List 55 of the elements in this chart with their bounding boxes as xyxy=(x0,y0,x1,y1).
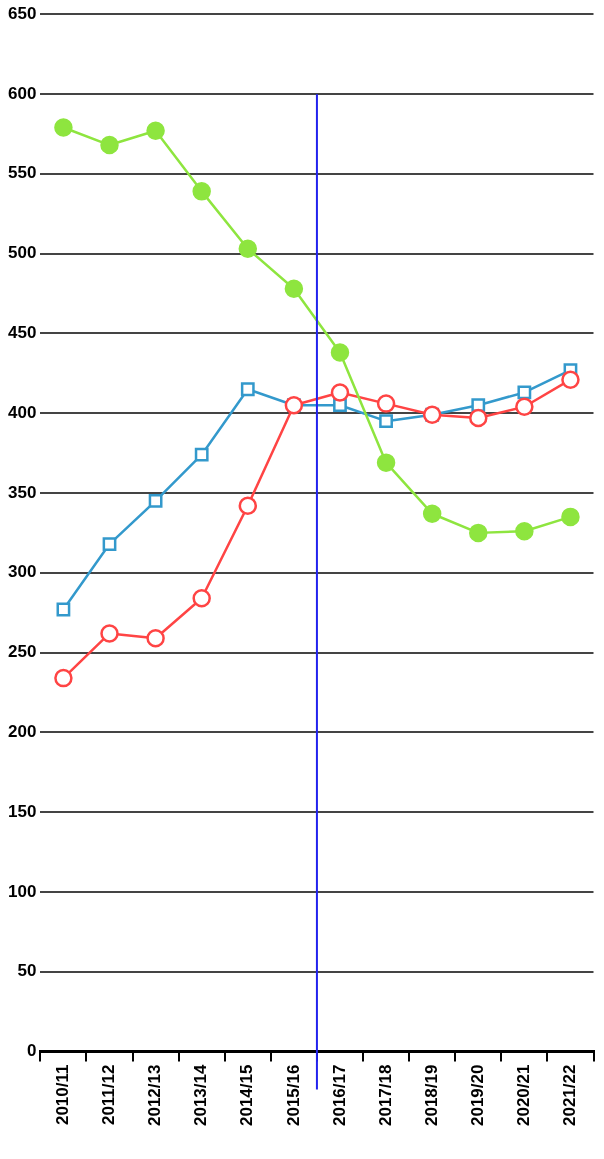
x-tick-label: 2013/14 xyxy=(191,1064,211,1126)
y-tick-label: 600 xyxy=(7,83,37,103)
x-tick-label: 2012/13 xyxy=(145,1064,165,1126)
y-tick-label: 350 xyxy=(7,482,37,502)
point xyxy=(330,383,350,402)
x-tick-label: 2021/22 xyxy=(560,1064,580,1126)
point xyxy=(517,385,532,400)
y-tick-label: 650 xyxy=(7,3,37,23)
point xyxy=(469,523,488,543)
x-tick-label: 2014/15 xyxy=(237,1064,257,1126)
y-tick-label: 500 xyxy=(7,243,37,263)
y-tick-label: 150 xyxy=(7,801,37,821)
point xyxy=(561,370,580,389)
x-tick-label: 2019/20 xyxy=(467,1064,487,1126)
point xyxy=(376,394,396,413)
point xyxy=(192,182,211,201)
x-tick-label: 2018/19 xyxy=(421,1064,441,1126)
point xyxy=(146,628,165,648)
point xyxy=(238,496,258,515)
point xyxy=(146,121,165,140)
x-tick-label: 2020/21 xyxy=(514,1064,534,1126)
x-tick-label: 2016/17 xyxy=(329,1064,349,1126)
y-tick-label: 400 xyxy=(7,402,37,422)
point xyxy=(561,507,580,527)
x-tick-label: 2010/11 xyxy=(53,1064,73,1126)
point xyxy=(379,414,393,429)
point xyxy=(330,343,350,362)
point xyxy=(376,453,396,472)
point xyxy=(54,118,73,137)
point xyxy=(192,589,211,608)
y-tick-label: 0 xyxy=(26,1041,37,1061)
point xyxy=(515,397,534,417)
y-tick-label: 450 xyxy=(7,323,37,343)
point xyxy=(240,382,255,397)
point xyxy=(238,239,258,259)
point xyxy=(515,522,534,541)
y-tick-label: 550 xyxy=(7,163,37,183)
x-tick-label: 2015/16 xyxy=(283,1064,303,1126)
y-tick-label: 50 xyxy=(17,961,37,981)
point xyxy=(100,135,119,155)
y-tick-label: 250 xyxy=(7,642,37,662)
point xyxy=(102,537,117,551)
point xyxy=(469,408,488,428)
y-tick-label: 200 xyxy=(7,722,37,742)
point xyxy=(54,668,73,688)
point xyxy=(194,447,209,462)
point xyxy=(148,494,163,508)
x-tick-label: 2011/12 xyxy=(99,1064,119,1126)
point xyxy=(422,504,442,523)
y-tick-label: 300 xyxy=(7,562,37,582)
point xyxy=(56,602,71,617)
point xyxy=(284,279,304,298)
x-tick-label: 2017/18 xyxy=(375,1064,395,1126)
y-tick-label: 100 xyxy=(7,881,37,901)
point xyxy=(100,624,119,643)
